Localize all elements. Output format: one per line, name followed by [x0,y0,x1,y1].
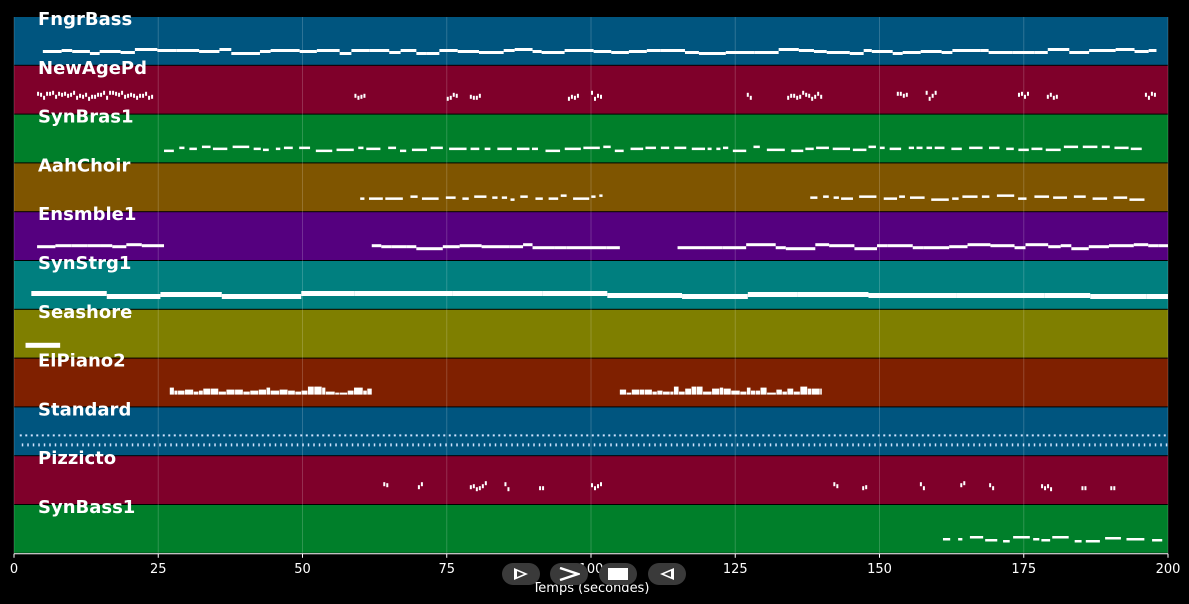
track-notes-synstrg1 [31,291,1168,299]
track-band-aahchoir[interactable] [14,163,1168,212]
rewind-button[interactable] [648,563,686,585]
x-tick-label: 175 [1011,562,1036,577]
track-band-seashore[interactable] [14,309,1168,358]
track-band-elpiano2[interactable] [14,358,1168,407]
track-band-pizzicto[interactable] [14,456,1168,504]
track-notes-standard [19,434,1168,447]
tracks-layer [14,17,1168,553]
track-label: AahChoir [38,155,130,176]
x-tick-label: 0 [10,562,18,577]
track-label: Standard [38,399,131,420]
track-notes-aahchoir [360,194,1145,201]
track-notes-fngrbass [42,48,1157,55]
stop-icon [608,568,628,580]
track-label: Ensmble1 [38,204,136,225]
track-label: Pizzicto [38,448,116,469]
grid-layer [13,17,1169,554]
x-tick-label: 150 [867,562,892,577]
track-notes-seashore [25,342,61,348]
play-icon [514,568,528,580]
track-band-synstrg1[interactable] [14,261,1168,309]
track-band-fngrbass[interactable] [14,17,1168,65]
stop-button[interactable] [599,563,637,585]
track-label: NewAgePd [38,58,147,79]
x-tick-label: 25 [150,562,167,577]
track-notes-newagepd [37,90,1156,101]
playback-controls [502,563,688,587]
track-label: SynBass1 [38,497,135,518]
x-tick-label: 125 [723,562,748,577]
notes-layer [19,48,1168,543]
labels-layer: FngrBass NewAgePd SynBras1 AahChoir Ensmble1… [38,9,147,518]
x-tick-label: 200 [1156,562,1181,577]
x-tick-label: 75 [438,562,455,577]
track-band-standard[interactable] [14,407,1168,456]
track-band-synbass1[interactable] [14,505,1168,553]
rewind-icon [660,568,674,580]
fast-forward-button[interactable] [550,563,588,585]
chevron-right-icon [559,567,580,581]
track-notes-ensmble1 [37,243,1168,251]
play-button[interactable] [502,563,540,585]
track-notes-pizzicto [383,481,1116,492]
track-band-ensmble1[interactable] [14,212,1168,260]
track-label: Seashore [38,302,132,323]
track-label: FngrBass [38,9,132,30]
track-notes-synbras1 [164,145,1142,153]
track-label: SynBras1 [38,107,134,128]
track-notes-elpiano2 [169,386,822,395]
x-tick-label: 50 [294,562,311,577]
track-label: ElPiano2 [38,351,126,372]
x-axis: 0 25 50 75 100 125 150 175 200 [10,553,1181,577]
track-label: SynStrg1 [38,253,131,274]
track-notes-synbass1 [942,536,1163,543]
track-band-newagepd[interactable] [14,65,1168,114]
track-band-synbras1[interactable] [14,114,1168,163]
